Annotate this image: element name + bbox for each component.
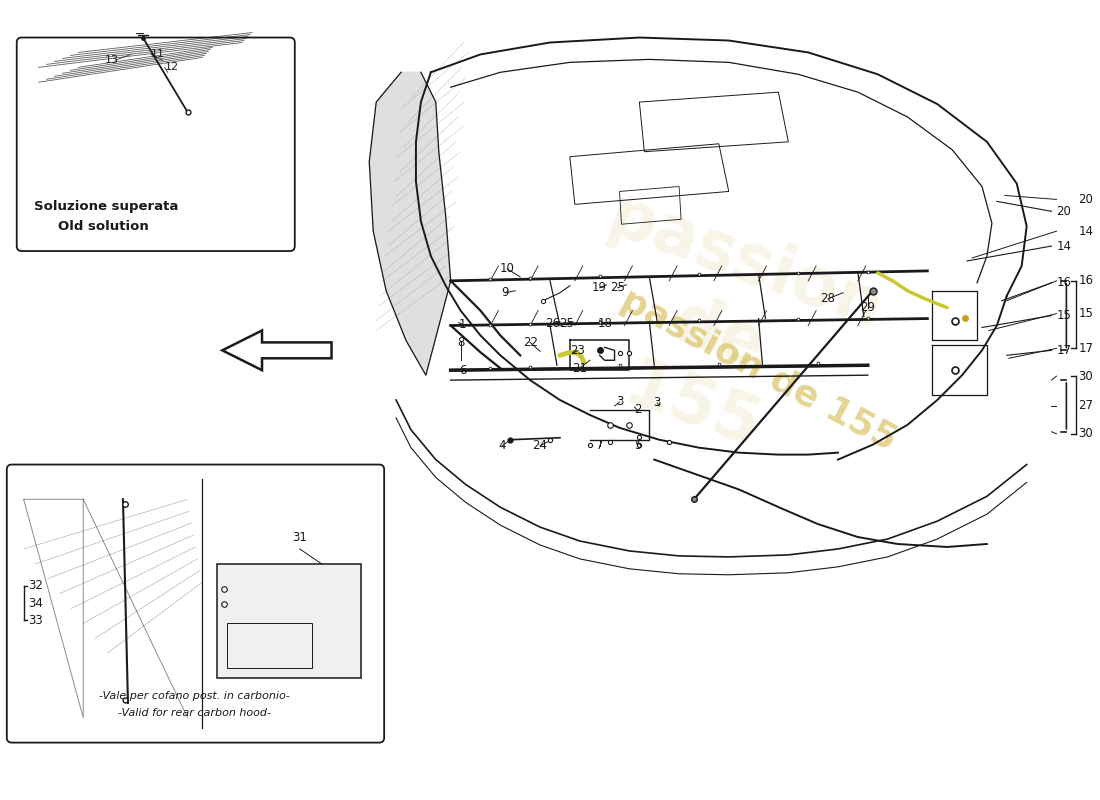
Text: 24: 24 xyxy=(532,439,548,452)
Text: 10: 10 xyxy=(499,262,515,275)
Text: 1: 1 xyxy=(459,318,466,331)
Text: passion
de
155: passion de 155 xyxy=(546,183,892,487)
Text: 27: 27 xyxy=(1078,399,1093,413)
Text: 29: 29 xyxy=(860,301,876,314)
Text: 21: 21 xyxy=(572,362,587,374)
Text: 14: 14 xyxy=(1078,225,1093,238)
Polygon shape xyxy=(222,330,331,370)
Text: 12: 12 xyxy=(165,62,179,72)
Text: 16: 16 xyxy=(1056,276,1071,290)
Text: 11: 11 xyxy=(151,50,165,59)
FancyBboxPatch shape xyxy=(7,465,384,742)
Text: 8: 8 xyxy=(456,336,464,349)
Polygon shape xyxy=(370,72,451,375)
Text: 25: 25 xyxy=(610,282,625,294)
Text: 30: 30 xyxy=(1078,427,1093,440)
Text: 23: 23 xyxy=(571,344,585,357)
Text: 30: 30 xyxy=(1078,370,1093,382)
Text: 13: 13 xyxy=(106,55,119,66)
Polygon shape xyxy=(218,564,361,678)
Text: 9: 9 xyxy=(502,286,509,299)
Text: 20: 20 xyxy=(1056,205,1071,218)
Text: Old solution: Old solution xyxy=(58,220,150,233)
Text: 20: 20 xyxy=(1078,193,1093,206)
Text: 15: 15 xyxy=(1056,309,1071,322)
Text: 22: 22 xyxy=(522,336,538,349)
Text: 32: 32 xyxy=(29,579,44,592)
Text: 5: 5 xyxy=(634,439,641,452)
Text: -Vale per cofano post. in carbonio-: -Vale per cofano post. in carbonio- xyxy=(99,691,290,701)
Text: 4: 4 xyxy=(498,439,506,452)
Text: 17: 17 xyxy=(1056,344,1071,357)
Text: 33: 33 xyxy=(29,614,43,627)
Text: 14: 14 xyxy=(1056,239,1071,253)
Text: 6: 6 xyxy=(459,364,466,377)
Text: 17: 17 xyxy=(1078,342,1093,355)
Text: 3: 3 xyxy=(653,397,661,410)
FancyBboxPatch shape xyxy=(16,38,295,251)
Text: 7: 7 xyxy=(596,439,604,452)
Text: 25: 25 xyxy=(560,317,574,330)
Text: 26: 26 xyxy=(546,317,561,330)
Text: -Valid for rear carbon hood-: -Valid for rear carbon hood- xyxy=(118,708,271,718)
Text: 31: 31 xyxy=(293,530,307,543)
Text: 15: 15 xyxy=(1078,307,1093,320)
Text: passion de 155: passion de 155 xyxy=(615,283,902,458)
Text: 19: 19 xyxy=(592,282,607,294)
Text: 16: 16 xyxy=(1078,274,1093,287)
Text: Soluzione superata: Soluzione superata xyxy=(34,200,178,213)
Text: 3: 3 xyxy=(616,395,624,409)
Text: 2: 2 xyxy=(634,403,641,417)
Text: 18: 18 xyxy=(597,317,612,330)
Text: 34: 34 xyxy=(29,597,44,610)
Text: 28: 28 xyxy=(821,292,836,306)
